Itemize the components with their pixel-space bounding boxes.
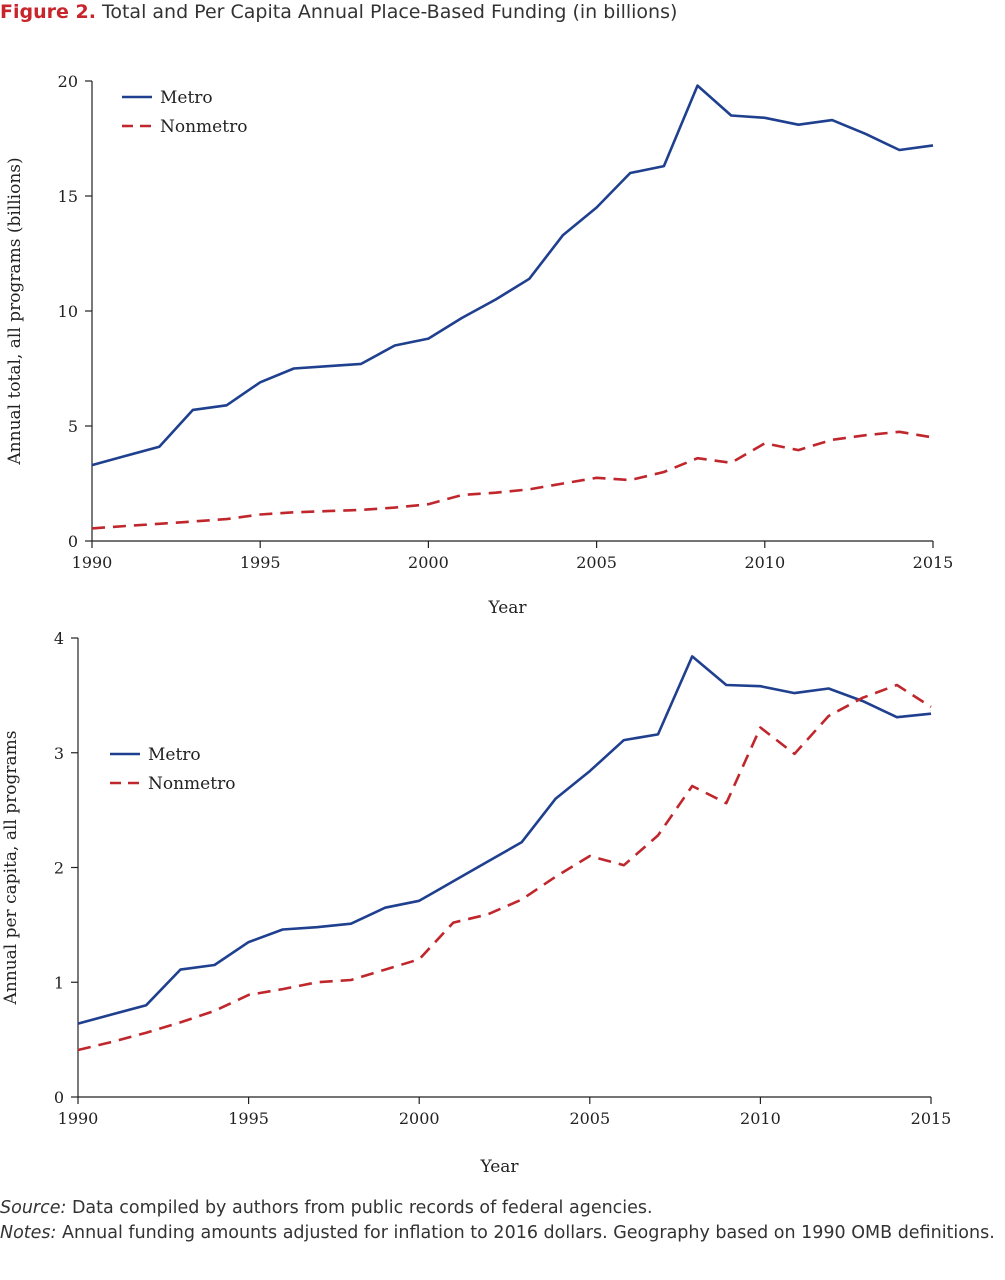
y-tick-label: 0 (68, 532, 78, 551)
figure-title: Figure 2. Total and Per Capita Annual Pl… (0, 0, 677, 24)
y-axis-title: Annual total, all programs (billions) (5, 157, 25, 465)
y-tick-label: 0 (54, 1088, 64, 1107)
x-tick-label: 2000 (408, 553, 449, 572)
x-tick-label: 1995 (228, 1109, 269, 1128)
legend-label-metro: Metro (148, 745, 201, 765)
series-line-nonmetro (91, 430, 934, 530)
x-tick-label: 2015 (911, 1109, 952, 1128)
x-axis-title: Year (487, 598, 527, 618)
y-tick-label: 10 (58, 302, 78, 321)
x-tick-label: 1995 (240, 553, 281, 572)
notes-line: Notes: Annual funding amounts adjusted f… (0, 1221, 1005, 1246)
y-tick-label: 5 (68, 417, 78, 436)
series-line-metro (77, 655, 932, 1025)
x-tick-label: 2010 (744, 553, 785, 572)
notes-label: Notes: (0, 1223, 57, 1243)
y-tick-label: 20 (58, 72, 78, 91)
source-label: Source: (0, 1198, 67, 1218)
y-axis-title: Annual per capita, all programs (1, 731, 21, 1006)
y-tick-label: 2 (54, 859, 64, 878)
y-tick-label: 1 (54, 973, 64, 992)
chart-annual-per-capita: 1990 1995 2000 2005 2010 2015 0 1 2 3 4 Year Annual … (1, 629, 952, 1177)
x-tick-label: 2005 (576, 553, 617, 572)
x-axis-title: Year (479, 1157, 519, 1177)
figure-notes: Source: Data compiled by authors from pu… (0, 1196, 1005, 1246)
y-tick-label: 3 (54, 744, 64, 763)
x-tick-label: 2010 (740, 1109, 781, 1128)
legend-label-nonmetro: Nonmetro (160, 117, 247, 137)
x-tick-label: 2015 (913, 553, 954, 572)
source-line: Source: Data compiled by authors from pu… (0, 1196, 1005, 1221)
legend-label-metro: Metro (160, 88, 213, 108)
x-tick-label: 2000 (399, 1109, 440, 1128)
x-tick-label: 2005 (569, 1109, 610, 1128)
notes-text: Annual funding amounts adjusted for infl… (56, 1223, 995, 1243)
figure-label: Figure 2. (0, 1, 96, 23)
chart-annual-total: 1990 1995 2000 2005 2010 2015 0 5 10 15 20 Year Annu… (5, 72, 954, 618)
legend-label-nonmetro: Nonmetro (148, 774, 235, 794)
series-line-nonmetro (77, 683, 932, 1052)
x-tick-label: 1990 (72, 553, 113, 572)
source-text: Data compiled by authors from public rec… (66, 1198, 653, 1218)
y-tick-label: 15 (58, 187, 78, 206)
figure-title-text: Total and Per Capita Annual Place-Based … (101, 1, 678, 23)
y-tick-label: 4 (54, 629, 64, 648)
series-line-metro (91, 84, 934, 467)
x-tick-label: 1990 (58, 1109, 99, 1128)
